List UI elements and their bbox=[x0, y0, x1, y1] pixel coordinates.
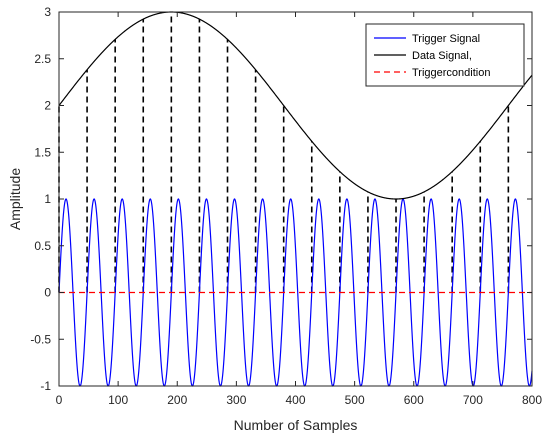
y-tick-label: -0.5 bbox=[30, 332, 51, 346]
x-tick-label: 600 bbox=[404, 393, 424, 407]
y-tick-label: 1.5 bbox=[34, 145, 51, 159]
x-tick-label: 700 bbox=[463, 393, 483, 407]
x-tick-label: 100 bbox=[108, 393, 128, 407]
legend-label-data-signal: Data Signal, bbox=[412, 50, 472, 62]
x-tick-label: 300 bbox=[226, 393, 246, 407]
y-axis-ticks: -1 -0.5 0 0.5 1 1.5 2 2.5 3 bbox=[30, 5, 532, 393]
legend: Trigger Signal Data Signal, Triggercondi… bbox=[365, 23, 525, 87]
x-tick-label: 400 bbox=[285, 393, 305, 407]
y-tick-label: 3 bbox=[44, 5, 51, 19]
x-tick-label: 200 bbox=[167, 393, 187, 407]
y-axis-label: Amplitude bbox=[7, 168, 23, 230]
x-tick-label: 0 bbox=[56, 393, 63, 407]
x-axis-ticks: 0 100 200 300 400 500 600 700 800 bbox=[56, 12, 542, 407]
y-tick-label: 2 bbox=[44, 99, 51, 113]
legend-label-triggercondition: Triggercondition bbox=[412, 67, 490, 79]
y-tick-label: -1 bbox=[40, 379, 51, 393]
y-tick-label: 0.5 bbox=[34, 239, 51, 253]
sample-marker-lines bbox=[58, 12, 510, 293]
y-tick-label: 0 bbox=[44, 286, 51, 300]
plot-area bbox=[58, 11, 533, 387]
x-tick-label: 800 bbox=[522, 393, 542, 407]
legend-label-trigger-signal: Trigger Signal bbox=[412, 33, 480, 45]
y-tick-label: 1 bbox=[44, 192, 51, 206]
series-trigger-signal bbox=[58, 198, 533, 387]
y-tick-label: 2.5 bbox=[34, 52, 51, 66]
x-tick-label: 500 bbox=[345, 393, 365, 407]
x-axis-label: Number of Samples bbox=[234, 417, 358, 433]
series-data-signal bbox=[58, 11, 533, 200]
